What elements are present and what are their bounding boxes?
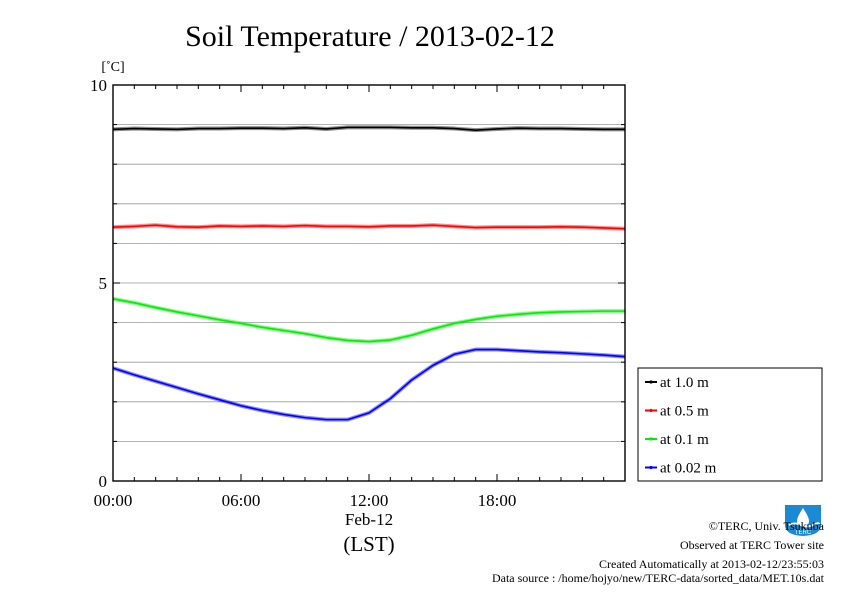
credit-text: ©TERC, Univ. Tsukuba	[708, 519, 824, 533]
x-axis-label: (LST)	[343, 532, 394, 556]
x-tick-label: 06:00	[222, 491, 261, 510]
legend-marker	[649, 408, 653, 413]
chart-title: Soil Temperature / 2013-02-12	[185, 20, 555, 53]
terc-logo-icon: TERC	[785, 505, 821, 536]
gridlines	[113, 124, 625, 442]
series-band	[112, 347, 626, 422]
series-band	[112, 296, 625, 344]
legend-label: at 0.1 m	[660, 432, 709, 448]
y-tick-label: 10	[90, 76, 107, 95]
series-line	[112, 224, 626, 230]
y-tick-label: 5	[99, 274, 108, 293]
y-tick-label: 0	[99, 472, 108, 491]
x-date-label: Feb-12	[345, 510, 393, 529]
legend-box	[637, 367, 823, 482]
x-tick-label: 00:00	[94, 491, 133, 510]
x-tick-labels: 00:00 06:00 12:00 18:00	[94, 491, 517, 510]
legend-marker	[649, 465, 653, 470]
series-line	[112, 348, 626, 421]
x-tick-label: 18:00	[478, 491, 517, 510]
series-line	[112, 298, 625, 343]
legend-label: at 0.5 m	[660, 404, 709, 420]
plot-frame	[112, 84, 626, 482]
data-source-text: Data source : /home/hojyo/new/TERC-data/…	[491, 571, 824, 585]
legend-label: at 0.02 m	[660, 461, 717, 477]
y-tick-labels: 0 5 10	[90, 76, 107, 491]
legend-label: at 1.0 m	[660, 375, 709, 391]
y-unit-label: [˚C]	[101, 60, 124, 75]
x-tick-label: 12:00	[350, 491, 389, 510]
legend-marker	[649, 437, 653, 441]
series-lines	[112, 125, 626, 422]
legend-marker	[649, 380, 653, 384]
created-text: Created Automatically at 2013-02-12/23:5…	[599, 557, 824, 571]
legend: at 1.0 m at 0.5 m at 0.1 m at 0.02 m	[637, 367, 823, 482]
observed-text: Observed at TERC Tower site	[679, 538, 824, 552]
svg-text:TERC: TERC	[795, 530, 812, 536]
series-line	[112, 126, 625, 131]
